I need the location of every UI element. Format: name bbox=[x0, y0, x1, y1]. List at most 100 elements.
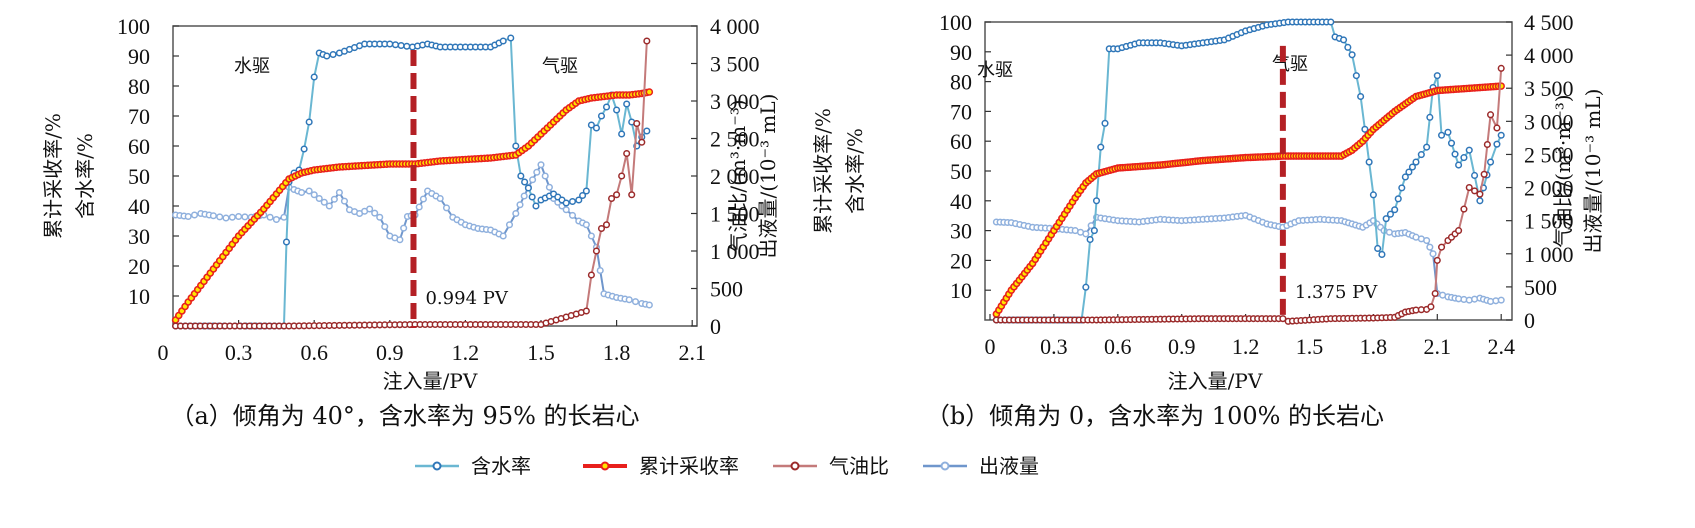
series-liquid bbox=[992, 211, 1505, 306]
data-point bbox=[1471, 171, 1479, 180]
data-point bbox=[623, 149, 631, 158]
data-point bbox=[415, 203, 423, 211]
data-point bbox=[529, 176, 537, 184]
data-point bbox=[625, 296, 633, 304]
data-point bbox=[298, 188, 306, 197]
data-point bbox=[524, 184, 532, 192]
data-point bbox=[533, 168, 541, 176]
y-left-tick-label: 50 bbox=[128, 164, 150, 189]
y-left-tick-label: 20 bbox=[128, 254, 150, 279]
data-point bbox=[310, 191, 318, 199]
data-point bbox=[597, 224, 606, 233]
data-point bbox=[320, 198, 328, 206]
data-point bbox=[1405, 168, 1413, 176]
data-point bbox=[545, 183, 553, 191]
legend-label: 含水率 bbox=[471, 454, 531, 478]
y-right-axis-label-gor: 气油比/(m³·m⁻³) bbox=[1551, 94, 1575, 247]
y-left-tick-label: 10 bbox=[128, 284, 150, 309]
data-point bbox=[532, 202, 540, 210]
data-point bbox=[1082, 230, 1090, 238]
legend-marker-swatch bbox=[940, 461, 950, 471]
y-left-tick-label: 60 bbox=[950, 129, 972, 154]
data-point bbox=[1476, 190, 1484, 198]
x-tick-label: 1.5 bbox=[1296, 334, 1324, 359]
data-point bbox=[381, 223, 389, 231]
data-point bbox=[1431, 289, 1439, 298]
data-point bbox=[1394, 195, 1402, 203]
data-point bbox=[340, 197, 348, 205]
legend-label: 气油比 bbox=[829, 454, 889, 478]
y-right-tick-label: 2 000 bbox=[710, 164, 760, 189]
y-right-tick-label: 500 bbox=[710, 277, 743, 302]
y-left-tick-label: 70 bbox=[128, 104, 150, 129]
data-point bbox=[400, 224, 408, 232]
data-point bbox=[329, 50, 337, 59]
data-point bbox=[602, 221, 611, 229]
data-point bbox=[1398, 184, 1406, 192]
y-right-tick-label: 2 500 bbox=[710, 127, 760, 152]
x-tick-label: 0.6 bbox=[300, 340, 328, 365]
x-tick-label: 0.3 bbox=[1040, 334, 1068, 359]
x-axis-label: 注入量/PV bbox=[383, 369, 478, 393]
data-point bbox=[618, 130, 626, 138]
data-point bbox=[597, 112, 606, 120]
y-right-tick-label: 500 bbox=[1524, 275, 1557, 300]
data-point bbox=[1460, 205, 1468, 213]
legend-marker-swatch bbox=[600, 461, 610, 471]
data-point bbox=[643, 37, 651, 45]
data-point bbox=[1483, 140, 1491, 149]
x-tick-label: 0.9 bbox=[376, 340, 404, 365]
data-point bbox=[1444, 128, 1452, 136]
data-point bbox=[1090, 227, 1098, 235]
data-point bbox=[1378, 250, 1386, 258]
panel-caption: （b）倾角为 0，含水率为 100% 的长岩心 bbox=[926, 402, 1384, 430]
y-right-axis-label-liquid: 出液量/(10⁻³ mL) bbox=[756, 94, 780, 259]
data-point bbox=[608, 194, 616, 203]
legend-item: 气油比 bbox=[773, 454, 889, 478]
data-point bbox=[1417, 151, 1425, 159]
y-left-tick-label: 40 bbox=[128, 194, 150, 219]
data-point bbox=[613, 191, 621, 199]
data-point bbox=[396, 236, 404, 244]
data-point bbox=[1427, 303, 1435, 311]
x-tick-label: 0 bbox=[985, 334, 996, 359]
data-point bbox=[633, 119, 641, 128]
data-point bbox=[1408, 163, 1416, 171]
data-point bbox=[1476, 197, 1484, 205]
data-point bbox=[1401, 173, 1409, 181]
data-point bbox=[280, 213, 288, 221]
data-point bbox=[386, 40, 394, 48]
data-point bbox=[582, 307, 590, 315]
data-point bbox=[587, 232, 595, 240]
data-point bbox=[1447, 139, 1456, 147]
data-point bbox=[315, 194, 323, 203]
y-right-tick-label: 0 bbox=[710, 314, 721, 339]
data-point bbox=[575, 196, 583, 204]
data-point bbox=[1412, 158, 1420, 166]
data-point bbox=[1433, 72, 1441, 80]
data-point bbox=[366, 205, 374, 213]
y-right-axis-label-gor: 气油比/(m³·m⁻³) bbox=[726, 99, 750, 252]
y-left-tick-label: 100 bbox=[117, 14, 150, 39]
y-right-tick-label: 1 000 bbox=[710, 239, 760, 264]
data-point bbox=[1365, 158, 1373, 166]
x-tick-label: 1.8 bbox=[603, 340, 631, 365]
x-tick-label: 1.8 bbox=[1360, 334, 1388, 359]
data-point bbox=[1497, 296, 1505, 304]
data-point bbox=[628, 191, 636, 199]
data-point bbox=[499, 232, 507, 240]
data-point bbox=[631, 298, 640, 306]
data-point bbox=[1357, 92, 1365, 101]
data-point bbox=[512, 142, 520, 150]
data-point bbox=[505, 221, 514, 229]
data-point bbox=[397, 41, 405, 50]
legend-label: 出液量 bbox=[979, 454, 1039, 478]
data-point bbox=[241, 213, 249, 221]
data-point bbox=[335, 188, 343, 197]
y-left-tick-label: 90 bbox=[950, 40, 972, 65]
data-point bbox=[184, 212, 192, 221]
y-left-tick-label: 70 bbox=[950, 99, 972, 124]
data-point bbox=[537, 161, 545, 169]
data-point bbox=[216, 213, 224, 221]
data-point bbox=[541, 172, 549, 180]
